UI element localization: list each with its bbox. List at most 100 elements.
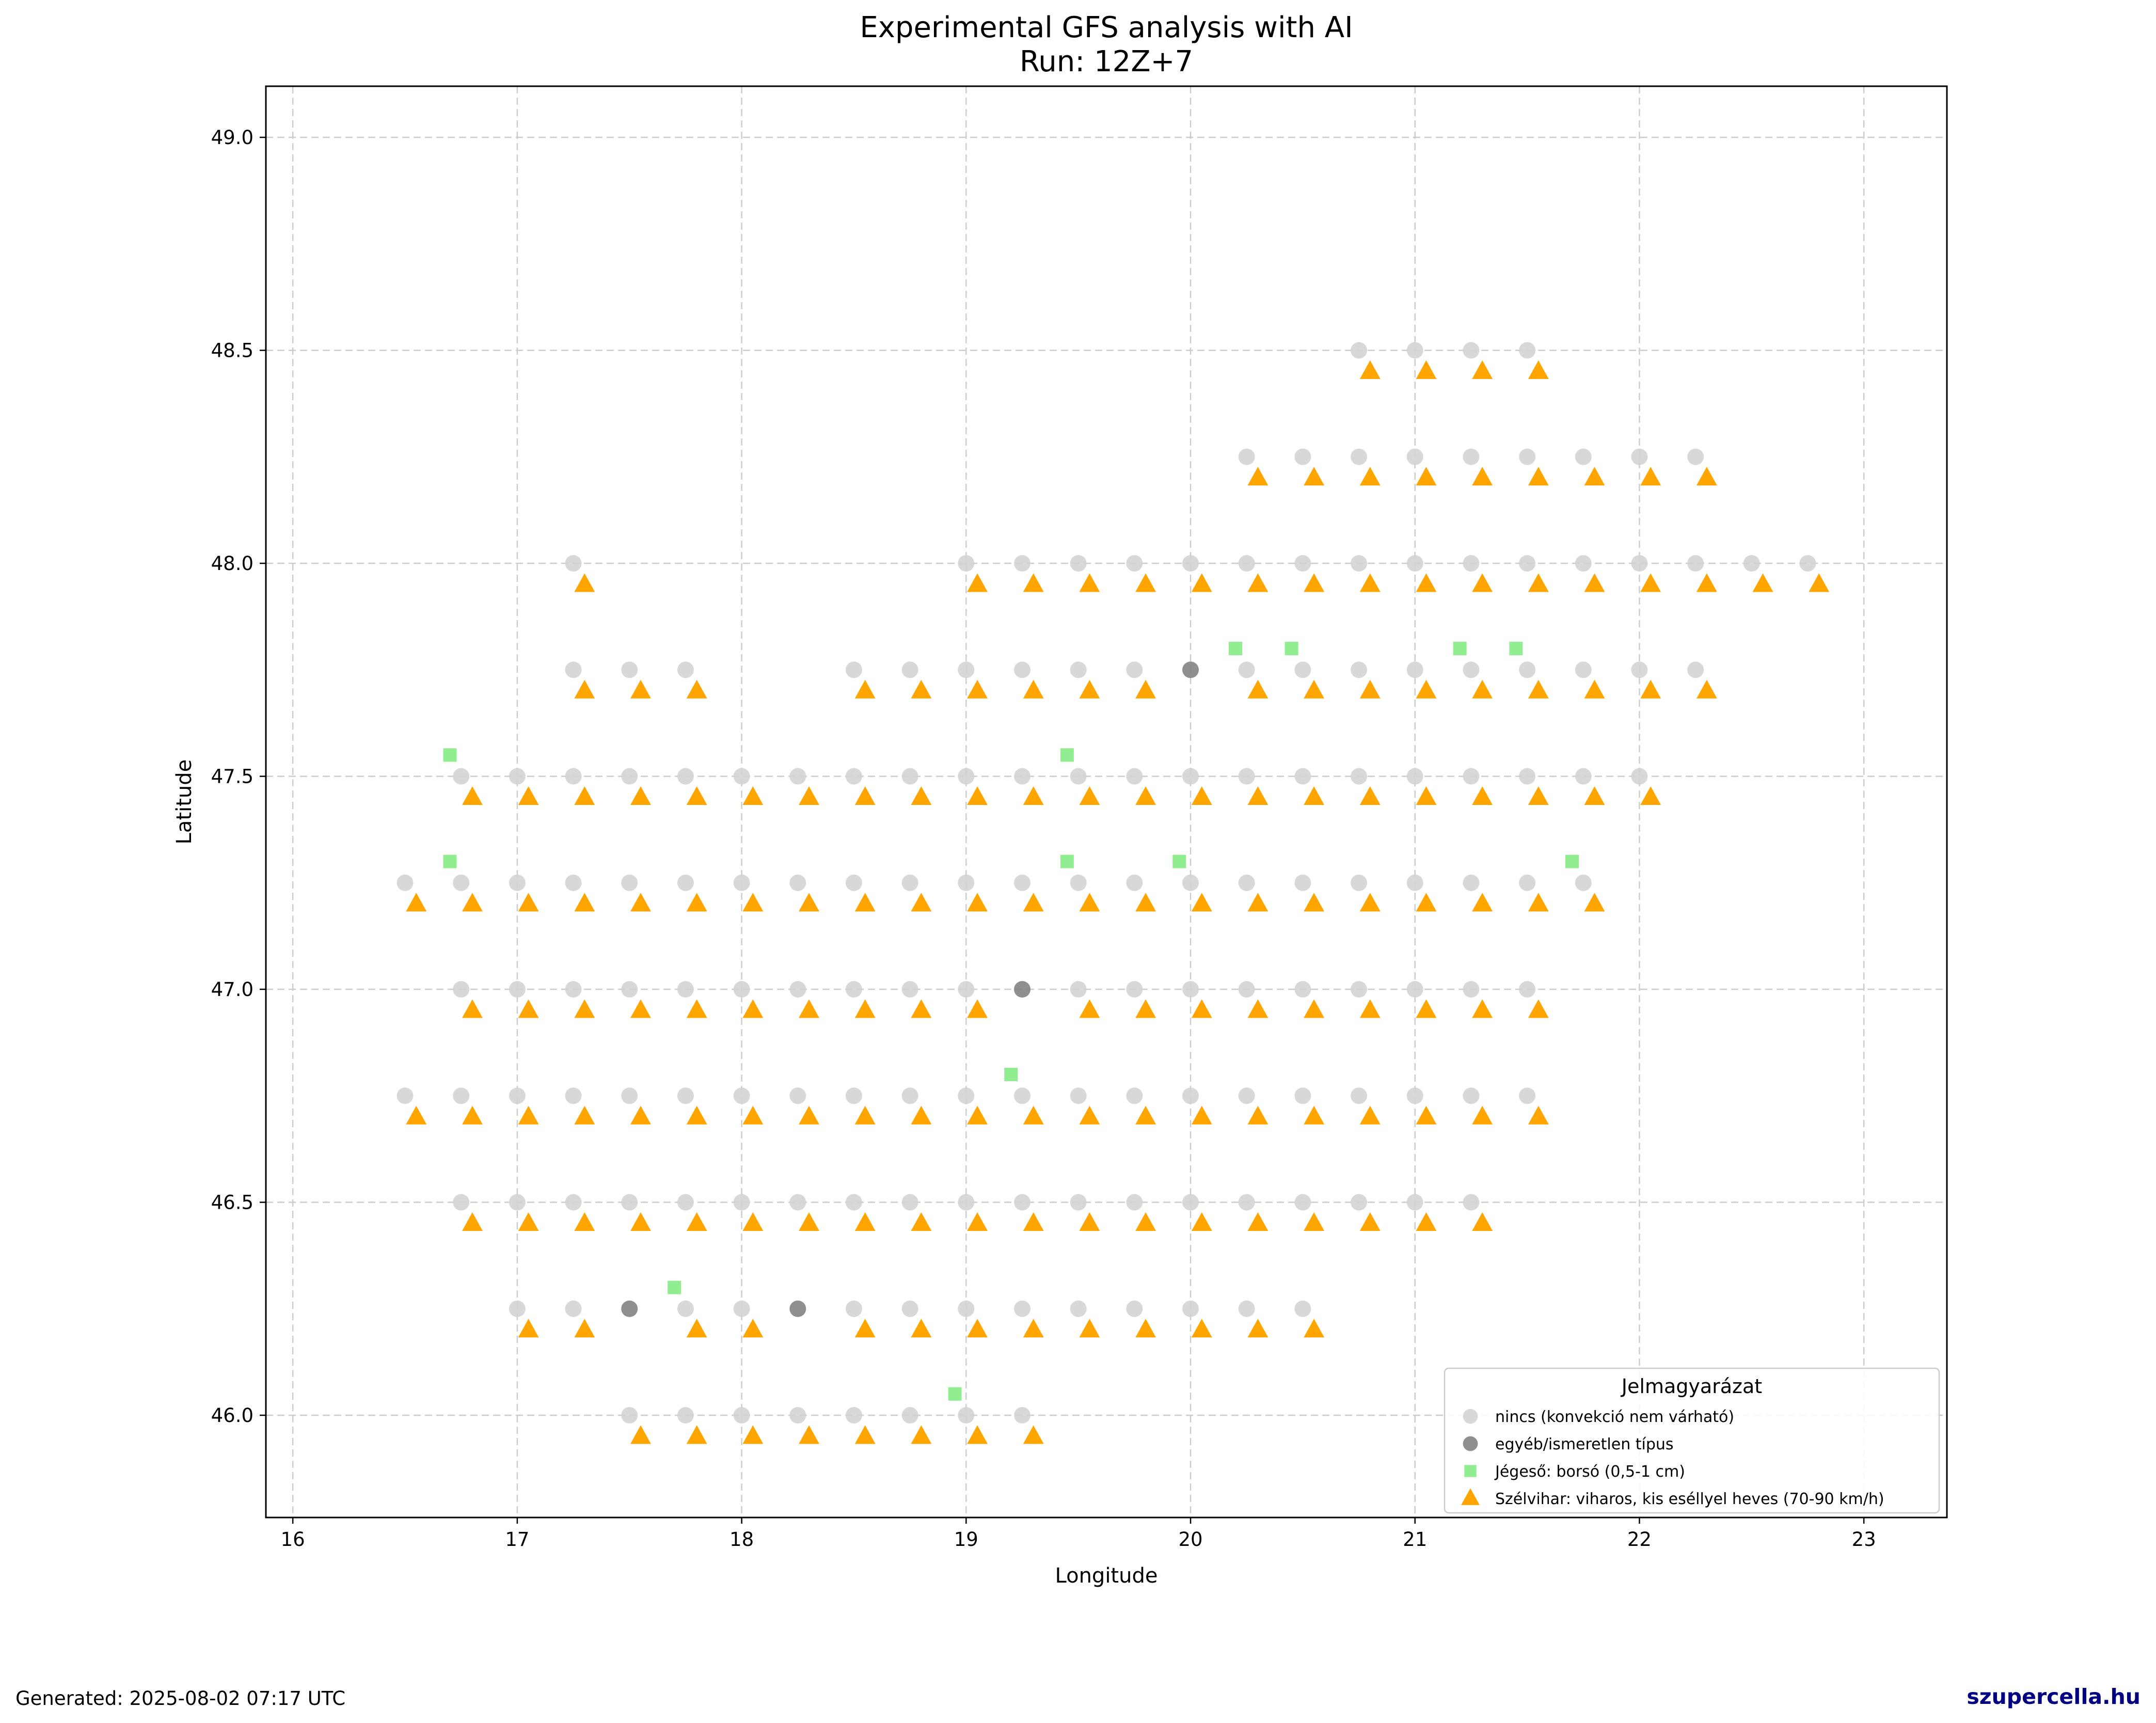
windstorm-marker (1247, 467, 1269, 486)
windstorm-marker (1135, 1212, 1156, 1231)
windstorm-marker (630, 1212, 651, 1231)
none-marker (1351, 768, 1368, 785)
windstorm-marker (911, 1319, 932, 1338)
none-marker (901, 1300, 918, 1317)
windstorm-marker (742, 1319, 764, 1338)
windstorm-marker (742, 1425, 764, 1444)
windstorm-marker (462, 999, 483, 1018)
windstorm-marker (1472, 1212, 1493, 1231)
none-marker (901, 981, 918, 998)
windstorm-marker (1584, 573, 1605, 592)
windstorm-marker (1528, 573, 1549, 592)
windstorm-marker (1023, 1212, 1044, 1231)
hail-marker (1453, 642, 1467, 655)
windstorm-marker (574, 573, 595, 592)
windstorm-marker (1359, 893, 1381, 912)
none-marker (845, 1087, 862, 1104)
none-marker (1406, 874, 1423, 891)
none-marker (1070, 1087, 1087, 1104)
none-marker (1631, 661, 1648, 678)
none-marker (1294, 1087, 1311, 1104)
none-marker (1463, 448, 1480, 465)
windstorm-marker (686, 1212, 707, 1231)
windstorm-marker (1359, 999, 1381, 1018)
none-marker (901, 1407, 918, 1424)
windstorm-marker (462, 893, 483, 912)
none-marker (1126, 661, 1143, 678)
generated-timestamp: Generated: 2025-08-02 07:17 UTC (15, 1687, 346, 1710)
legend-label: Jégeső: borsó (0,5-1 cm) (1494, 1463, 1685, 1481)
windstorm-marker (1359, 679, 1381, 699)
none-marker (509, 1300, 526, 1317)
windstorm-marker (967, 573, 988, 592)
windstorm-marker (518, 786, 539, 805)
windstorm-marker (967, 679, 988, 699)
none-marker (1519, 661, 1536, 678)
none-marker (1126, 981, 1143, 998)
none-marker (845, 1407, 862, 1424)
none-marker (958, 981, 975, 998)
none-marker (565, 768, 582, 785)
hail-marker (1004, 1068, 1018, 1081)
unknown-type-marker (1182, 661, 1199, 678)
windstorm-marker (911, 1212, 932, 1231)
brand-link[interactable]: szupercella.hu (1967, 1684, 2141, 1709)
windstorm-marker (1528, 467, 1549, 486)
windstorm-marker (1135, 893, 1156, 912)
none-marker (565, 981, 582, 998)
none-marker (958, 555, 975, 572)
windstorm-marker (1079, 1212, 1100, 1231)
windstorm-marker (1304, 893, 1325, 912)
none-marker (733, 1407, 750, 1424)
windstorm-marker (686, 1319, 707, 1338)
windstorm-marker (1472, 999, 1493, 1018)
windstorm-marker (1304, 1319, 1325, 1338)
windstorm-marker (1696, 679, 1717, 699)
none-marker (845, 1194, 862, 1211)
none-marker (621, 1087, 638, 1104)
windstorm-marker (1472, 679, 1493, 699)
none-marker (958, 1407, 975, 1424)
legend-marker (1463, 1409, 1478, 1424)
windstorm-marker (1023, 786, 1044, 805)
windstorm-marker (1135, 999, 1156, 1018)
y-tick-label: 48.0 (211, 552, 253, 575)
none-marker (733, 1194, 750, 1211)
none-marker (1519, 342, 1536, 359)
windstorm-marker (1528, 360, 1549, 379)
none-marker (509, 1087, 526, 1104)
none-marker (1294, 768, 1311, 785)
none-marker (509, 768, 526, 785)
none-marker (789, 1087, 806, 1104)
windstorm-marker (1079, 1319, 1100, 1338)
hail-marker (1228, 642, 1242, 655)
none-marker (1182, 1194, 1199, 1211)
none-marker (677, 1300, 694, 1317)
legend-label: Szélvihar: viharos, kis eséllyel heves (… (1495, 1490, 1884, 1508)
none-marker (677, 1407, 694, 1424)
windstorm-marker (574, 1319, 595, 1338)
windstorm-marker (911, 999, 932, 1018)
none-marker (1799, 555, 1816, 572)
none-marker (1351, 448, 1368, 465)
plot-frame (265, 85, 1948, 1519)
windstorm-marker (1472, 360, 1493, 379)
none-marker (1238, 981, 1255, 998)
windstorm-marker (967, 999, 988, 1018)
legend-marker (1463, 1436, 1478, 1451)
none-marker (621, 874, 638, 891)
windstorm-marker (799, 1425, 819, 1444)
none-marker (958, 1300, 975, 1317)
none-marker (1126, 1087, 1143, 1104)
hail-marker (1285, 642, 1298, 655)
windstorm-marker (1584, 893, 1605, 912)
y-tick-label: 46.5 (211, 1192, 253, 1214)
none-marker (677, 1194, 694, 1211)
windstorm-marker (574, 999, 595, 1018)
windstorm-marker (630, 893, 651, 912)
none-marker (565, 661, 582, 678)
x-tick-label: 20 (1178, 1528, 1202, 1551)
windstorm-marker (1528, 786, 1549, 805)
none-marker (1687, 661, 1704, 678)
